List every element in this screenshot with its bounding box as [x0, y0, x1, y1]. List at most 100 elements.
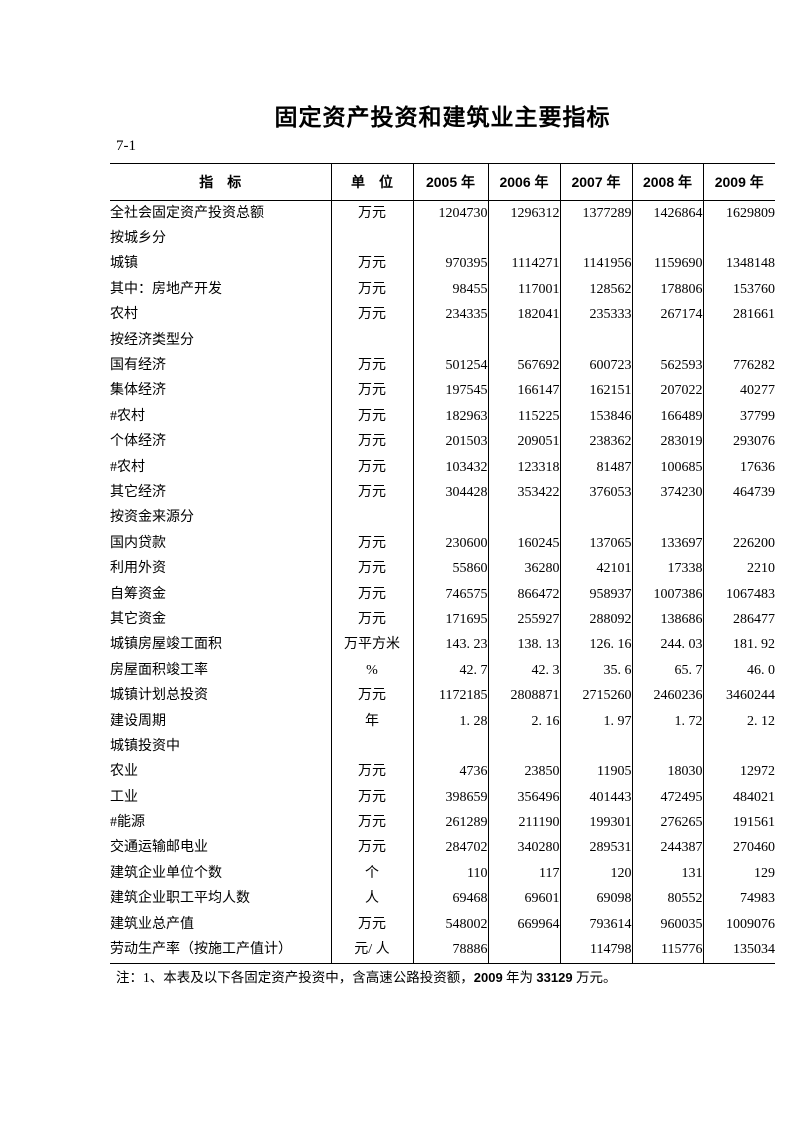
- row-value: 970395: [412, 251, 488, 278]
- row-value: 230600: [412, 531, 488, 557]
- row-value: 255927: [487, 607, 560, 633]
- row-value: 356496: [487, 784, 560, 811]
- footnote-text: 注：1、本表及以下各固定资产投资中，含高速公路投资额，: [116, 970, 474, 985]
- row-label: 建筑企业职工平均人数: [110, 891, 250, 907]
- row-value: 131: [631, 861, 703, 887]
- row-value: 2. 16: [487, 708, 560, 735]
- row-value: 793614: [559, 911, 632, 938]
- row-value: 501254: [412, 353, 488, 379]
- row-value: 1. 97: [559, 708, 632, 735]
- row-value: 42. 7: [412, 658, 488, 684]
- row-unit: 万元: [330, 835, 413, 862]
- footnote-year: 2009: [473, 970, 503, 985]
- row-label: 交通运输邮电业: [110, 840, 208, 856]
- row-value: 65. 7: [631, 658, 703, 684]
- table-row: 国内贷款 万元 230600 160245 137065 133697 226200: [110, 531, 775, 557]
- row-value: 209051: [487, 429, 560, 455]
- row-value: 1296312: [487, 200, 560, 227]
- row-unit: 万元: [330, 581, 413, 608]
- row-value: [412, 226, 488, 252]
- row-value: [631, 505, 703, 532]
- row-value: [702, 327, 775, 354]
- row-label: #能源: [110, 815, 145, 831]
- row-unit: 万元: [330, 556, 413, 582]
- row-value: 4736: [412, 759, 488, 785]
- row-value: [559, 505, 632, 532]
- row-value: 2715260: [559, 683, 632, 709]
- row-unit: 万元: [330, 200, 413, 227]
- row-value: 12972: [702, 759, 775, 785]
- table-row: 个体经济 万元 201503 209051 238362 283019 293076: [110, 429, 775, 455]
- row-value: [559, 226, 632, 252]
- row-value: [412, 505, 488, 532]
- row-value: 1. 72: [631, 708, 703, 735]
- row-value: 484021: [702, 784, 775, 811]
- row-value: 69098: [559, 886, 632, 912]
- row-value: 353422: [487, 480, 560, 506]
- row-unit: 万元: [330, 784, 413, 811]
- row-value: 117001: [487, 277, 560, 303]
- row-label: 城镇: [110, 256, 138, 272]
- row-unit: [330, 734, 413, 760]
- column-header-2007: 2007 年: [559, 163, 632, 201]
- row-label: 其它经济: [110, 484, 166, 500]
- row-value: 2460236: [631, 683, 703, 709]
- column-header-2009: 2009 年: [702, 163, 775, 201]
- row-value: 600723: [559, 353, 632, 379]
- row-label: 利用外资: [110, 561, 166, 577]
- row-label: 个体经济: [110, 434, 166, 450]
- table-row: 集体经济 万元 197545 166147 162151 207022 40277: [110, 378, 775, 405]
- table-row: 其它经济 万元 304428 353422 376053 374230 464739: [110, 480, 775, 506]
- table-row: 房屋面积竣工率% 42. 7 42. 3 35. 6 65. 7 46. 0: [110, 658, 775, 684]
- row-label: 城镇投资中: [110, 738, 180, 754]
- row-value: 2210: [702, 556, 775, 582]
- row-value: [559, 327, 632, 354]
- row-unit: 年: [330, 708, 413, 735]
- row-value: 746575: [412, 581, 488, 608]
- row-value: 562593: [631, 353, 703, 379]
- column-header-2008: 2008 年: [631, 163, 703, 201]
- table-row: 建筑企业职工平均人数 人 69468 69601 69098 80552 74983: [110, 886, 775, 912]
- row-value: 135034: [702, 937, 775, 964]
- row-value: [487, 937, 560, 964]
- row-value: [702, 734, 775, 760]
- row-value: 103432: [412, 454, 488, 481]
- column-header-indicator: 指 标: [110, 163, 331, 201]
- row-value: [412, 734, 488, 760]
- row-label: 建筑业总产值: [110, 916, 194, 932]
- row-value: 2808871: [487, 683, 560, 709]
- table-row: 劳动生产率（按施工产值计） 元/ 人 78886 114798 115776 135034: [110, 937, 775, 964]
- row-value: 126. 16: [559, 632, 632, 659]
- row-unit: 万元: [330, 607, 413, 633]
- row-value: 401443: [559, 784, 632, 811]
- row-value: 11905: [559, 759, 632, 785]
- table-row: 按城乡分: [110, 226, 775, 252]
- row-value: 472495: [631, 784, 703, 811]
- row-value: 137065: [559, 531, 632, 557]
- row-value: 74983: [702, 886, 775, 912]
- row-value: 199301: [559, 810, 632, 836]
- row-value: 143. 23: [412, 632, 488, 659]
- row-label: 城镇计划总投资: [110, 688, 208, 704]
- row-value: 80552: [631, 886, 703, 912]
- row-value: 35. 6: [559, 658, 632, 684]
- row-unit: 万元: [330, 759, 413, 785]
- row-unit: 万元: [330, 810, 413, 836]
- row-value: 42101: [559, 556, 632, 582]
- row-value: 55860: [412, 556, 488, 582]
- row-unit: 个: [330, 861, 413, 887]
- row-value: [702, 226, 775, 252]
- row-value: 1172185: [412, 683, 488, 709]
- row-unit: 元/ 人: [330, 937, 413, 964]
- row-value: 398659: [412, 784, 488, 811]
- row-value: 17338: [631, 556, 703, 582]
- row-value: 286477: [702, 607, 775, 633]
- row-value: 69601: [487, 886, 560, 912]
- row-value: 17636: [702, 454, 775, 481]
- row-value: 115776: [631, 937, 703, 964]
- row-value: 1067483: [702, 581, 775, 608]
- row-unit: 万元: [330, 353, 413, 379]
- row-value: 81487: [559, 454, 632, 481]
- row-value: 1. 28: [412, 708, 488, 735]
